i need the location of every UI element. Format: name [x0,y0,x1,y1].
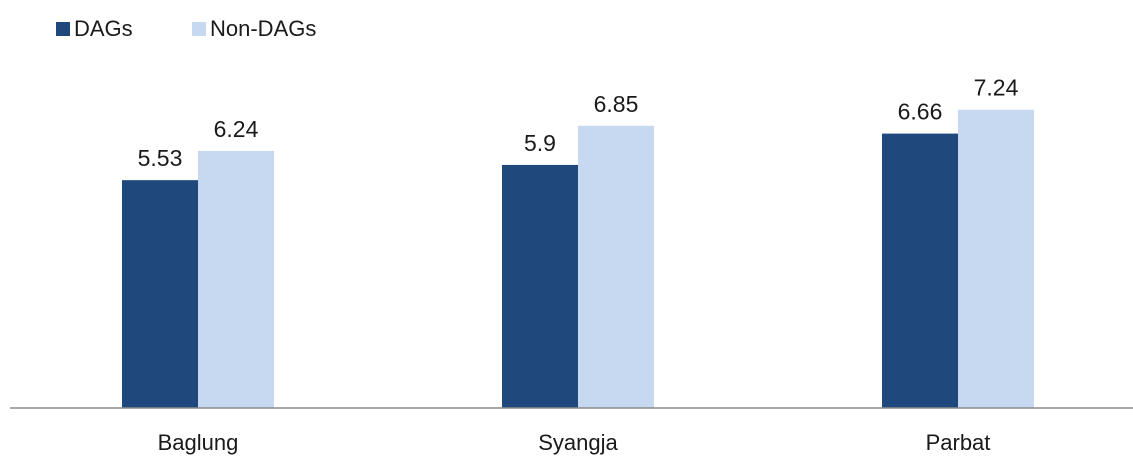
data-label-baglung-0: 5.53 [138,145,183,171]
bar-syangja-0 [502,164,578,408]
bar-parbat-1 [958,109,1034,408]
legend-swatch-1 [192,22,206,36]
data-label-parbat-1: 7.24 [974,75,1019,101]
bar-baglung-0 [122,180,198,408]
data-label-syangja-0: 5.9 [524,130,556,156]
bar-syangja-1 [578,125,654,408]
legend-label-0: DAGs [74,16,133,41]
bars [122,109,1034,409]
tick-label-syangja: Syangja [538,430,618,455]
legend-label-1: Non-DAGs [210,16,316,41]
x-axis-tick-labels: Baglung Syangja Parbat [158,430,991,455]
legend-swatch-0 [56,22,70,36]
data-labels: 5.53 6.24 5.9 6.85 6.66 7.24 [138,75,1019,171]
bar-parbat-0 [882,133,958,408]
data-label-syangja-1: 6.85 [594,91,639,117]
legend: DAGs Non-DAGs [56,16,316,41]
bar-baglung-1 [198,150,274,409]
tick-label-parbat: Parbat [926,430,991,455]
data-label-parbat-0: 6.66 [898,99,943,125]
data-label-baglung-1: 6.24 [214,116,259,142]
tick-label-baglung: Baglung [158,430,239,455]
